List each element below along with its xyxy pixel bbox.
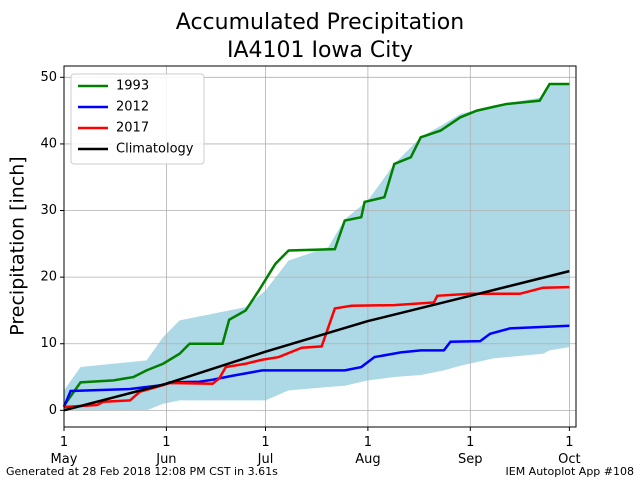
y-tick-label: 40 (40, 136, 57, 151)
y-tick-label: 30 (40, 203, 57, 218)
series-line (63, 269, 570, 412)
x-tick-label: 1 Aug (355, 435, 381, 467)
y-tick-label: 0 (49, 403, 57, 418)
range-band (64, 83, 570, 411)
x-tick-label: 1 May (50, 435, 78, 467)
series-line (62, 82, 570, 407)
legend-label: 2017 (116, 121, 149, 136)
x-tick-label: 1 Oct (558, 435, 581, 467)
chart-title: Accumulated Precipitation (176, 10, 464, 35)
legend-label: 1993 (116, 79, 149, 94)
x-tick-label: 1 Sep (458, 435, 483, 467)
y-tick-label: 20 (40, 270, 57, 285)
y-tick-label: 50 (40, 70, 57, 85)
x-tick-label: 1 Jul (257, 435, 274, 467)
chart-subtitle: IA4101 Iowa City (227, 38, 413, 63)
footer-right: IEM Autoplot App #108 (506, 465, 635, 478)
footer-left: Generated at 28 Feb 2018 12:08 PM CST in… (6, 465, 278, 478)
y-axis-label: Precipitation [inch] (7, 156, 29, 335)
legend-box (70, 73, 205, 165)
plot-frame (63, 65, 577, 428)
series-line (63, 285, 570, 409)
x-tick-label: 1 Jun (156, 435, 177, 467)
legend-label: Climatology (116, 142, 194, 157)
y-tick-label: 10 (40, 336, 57, 351)
legend-label: 2012 (116, 100, 149, 115)
